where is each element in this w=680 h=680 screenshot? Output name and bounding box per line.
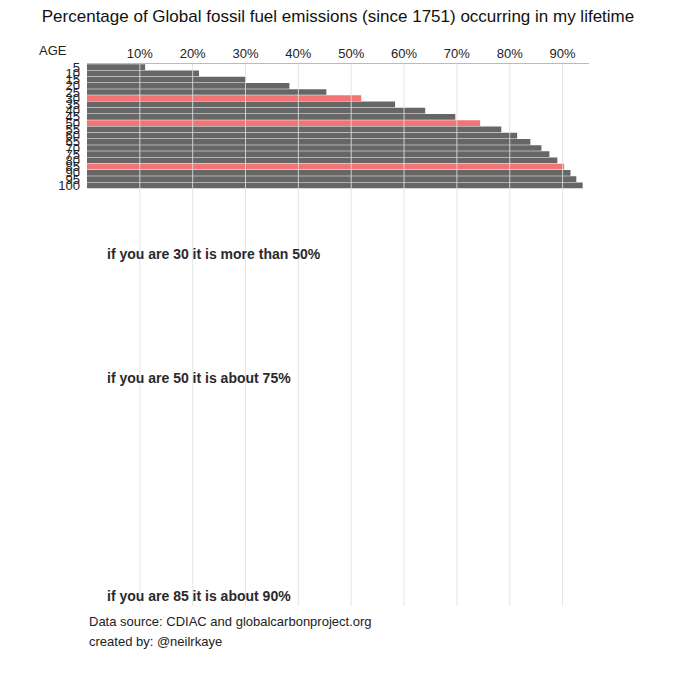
svg-text:60: 60 [66, 128, 80, 143]
svg-text:100: 100 [58, 178, 80, 193]
svg-text:95: 95 [66, 172, 80, 187]
svg-text:AGE: AGE [39, 43, 67, 58]
svg-text:90%: 90% [550, 46, 576, 61]
svg-text:if you are 30 it is more than: if you are 30 it is more than 50% [107, 246, 321, 262]
svg-text:70%: 70% [444, 46, 470, 61]
svg-text:60%: 60% [391, 46, 417, 61]
svg-text:20: 20 [66, 78, 80, 93]
svg-text:40%: 40% [285, 46, 311, 61]
svg-text:10%: 10% [127, 46, 153, 61]
svg-text:5: 5 [73, 60, 80, 75]
svg-text:30%: 30% [233, 46, 259, 61]
svg-text:created by: @neilrkaye: created by: @neilrkaye [89, 634, 222, 649]
svg-text:35: 35 [66, 97, 80, 112]
svg-text:90: 90 [66, 165, 80, 180]
svg-text:25: 25 [66, 85, 80, 100]
svg-text:50: 50 [66, 116, 80, 131]
svg-text:70: 70 [66, 141, 80, 156]
svg-text:15: 15 [66, 72, 80, 87]
svg-text:30: 30 [66, 91, 80, 106]
svg-text:Percentage of Global fossil fu: Percentage of Global fossil fuel emissio… [42, 7, 634, 26]
svg-text:65: 65 [66, 134, 80, 149]
svg-text:20%: 20% [180, 46, 206, 61]
svg-text:40: 40 [66, 103, 80, 118]
svg-text:10: 10 [66, 66, 80, 81]
svg-text:80: 80 [66, 153, 80, 168]
svg-text:45: 45 [66, 109, 80, 124]
svg-text:85: 85 [66, 159, 80, 174]
svg-text:if you are 50 it is about 75%: if you are 50 it is about 75% [107, 370, 291, 386]
svg-text:75: 75 [66, 147, 80, 162]
svg-text:55: 55 [66, 122, 80, 137]
svg-text:50%: 50% [338, 46, 364, 61]
svg-text:80%: 80% [497, 46, 523, 61]
svg-text:if you are 85 it is about 90%: if you are 85 it is about 90% [107, 588, 291, 604]
svg-text:Data source: CDIAC and globalc: Data source: CDIAC and globalcarbonproje… [89, 614, 372, 629]
